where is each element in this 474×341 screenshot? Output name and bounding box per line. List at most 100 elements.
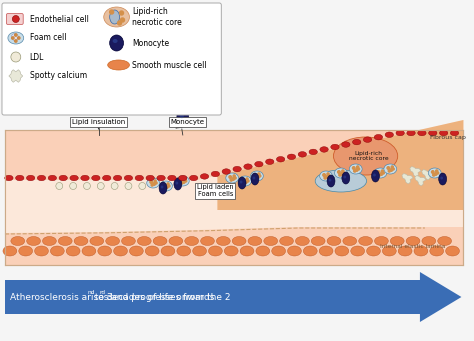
Ellipse shape [180, 114, 184, 118]
Ellipse shape [335, 168, 347, 178]
Text: LDL: LDL [30, 53, 44, 61]
Ellipse shape [440, 177, 443, 179]
Circle shape [155, 182, 157, 184]
Ellipse shape [450, 130, 459, 136]
Ellipse shape [66, 246, 80, 256]
Ellipse shape [179, 175, 187, 181]
Circle shape [436, 170, 438, 172]
Circle shape [337, 171, 340, 173]
Circle shape [139, 182, 146, 190]
Ellipse shape [211, 171, 219, 177]
Ellipse shape [74, 237, 88, 246]
Ellipse shape [288, 246, 301, 256]
Ellipse shape [8, 32, 24, 44]
Circle shape [119, 11, 124, 15]
Circle shape [181, 182, 183, 184]
Circle shape [247, 180, 249, 182]
Ellipse shape [175, 181, 178, 184]
Circle shape [11, 33, 18, 41]
Circle shape [327, 173, 329, 175]
Polygon shape [9, 70, 23, 82]
Circle shape [390, 169, 392, 171]
Circle shape [97, 182, 104, 190]
Ellipse shape [383, 246, 396, 256]
Ellipse shape [153, 237, 167, 246]
Circle shape [242, 179, 245, 181]
Ellipse shape [201, 237, 214, 246]
Ellipse shape [129, 246, 143, 256]
Ellipse shape [185, 237, 199, 246]
FancyBboxPatch shape [5, 130, 464, 265]
Ellipse shape [374, 168, 387, 178]
Ellipse shape [250, 171, 264, 181]
Ellipse shape [240, 246, 254, 256]
Circle shape [356, 166, 359, 168]
Ellipse shape [106, 237, 119, 246]
Circle shape [259, 175, 261, 177]
Circle shape [245, 181, 247, 183]
Ellipse shape [335, 246, 349, 256]
Text: Spotty calcium: Spotty calcium [30, 72, 87, 80]
Text: rd: rd [100, 290, 106, 295]
Ellipse shape [238, 177, 246, 189]
Ellipse shape [295, 237, 309, 246]
Ellipse shape [446, 246, 459, 256]
Ellipse shape [161, 186, 164, 189]
Circle shape [326, 176, 328, 178]
Text: decades of life onwards: decades of life onwards [104, 293, 214, 301]
Circle shape [391, 166, 393, 168]
Ellipse shape [108, 60, 129, 70]
Ellipse shape [384, 164, 397, 174]
Text: Internal elastic lamina: Internal elastic lamina [381, 243, 446, 249]
Circle shape [233, 175, 235, 177]
Ellipse shape [303, 246, 317, 256]
Circle shape [339, 174, 341, 176]
Ellipse shape [428, 168, 441, 178]
Ellipse shape [70, 175, 78, 181]
Ellipse shape [98, 246, 112, 256]
Circle shape [12, 37, 14, 39]
Ellipse shape [439, 130, 448, 136]
Circle shape [232, 178, 235, 180]
Ellipse shape [366, 246, 381, 256]
Circle shape [150, 181, 153, 183]
Ellipse shape [147, 178, 160, 188]
Ellipse shape [11, 237, 25, 246]
Ellipse shape [109, 10, 119, 24]
Ellipse shape [265, 159, 274, 164]
Ellipse shape [104, 7, 129, 27]
Ellipse shape [276, 157, 285, 162]
Polygon shape [422, 169, 433, 180]
Ellipse shape [438, 237, 452, 246]
Polygon shape [5, 120, 464, 233]
Circle shape [153, 183, 155, 185]
Circle shape [378, 174, 381, 176]
Ellipse shape [334, 137, 398, 175]
Ellipse shape [374, 134, 383, 140]
Ellipse shape [124, 175, 133, 181]
Ellipse shape [390, 237, 404, 246]
Text: Monocyte: Monocyte [171, 119, 205, 125]
Ellipse shape [157, 175, 165, 181]
Ellipse shape [253, 177, 255, 179]
Circle shape [182, 181, 185, 183]
Circle shape [323, 174, 325, 176]
Polygon shape [415, 176, 426, 186]
Circle shape [15, 34, 17, 36]
Circle shape [431, 171, 434, 173]
Ellipse shape [240, 180, 243, 183]
Circle shape [435, 173, 437, 175]
Circle shape [243, 182, 245, 184]
Circle shape [433, 174, 435, 176]
Ellipse shape [121, 237, 136, 246]
Ellipse shape [264, 237, 278, 246]
Circle shape [166, 186, 168, 188]
Circle shape [167, 183, 169, 185]
Ellipse shape [328, 178, 331, 181]
FancyBboxPatch shape [7, 14, 23, 25]
Ellipse shape [385, 132, 393, 137]
Ellipse shape [114, 246, 128, 256]
Ellipse shape [5, 175, 13, 181]
Circle shape [125, 182, 132, 190]
Ellipse shape [251, 173, 259, 185]
